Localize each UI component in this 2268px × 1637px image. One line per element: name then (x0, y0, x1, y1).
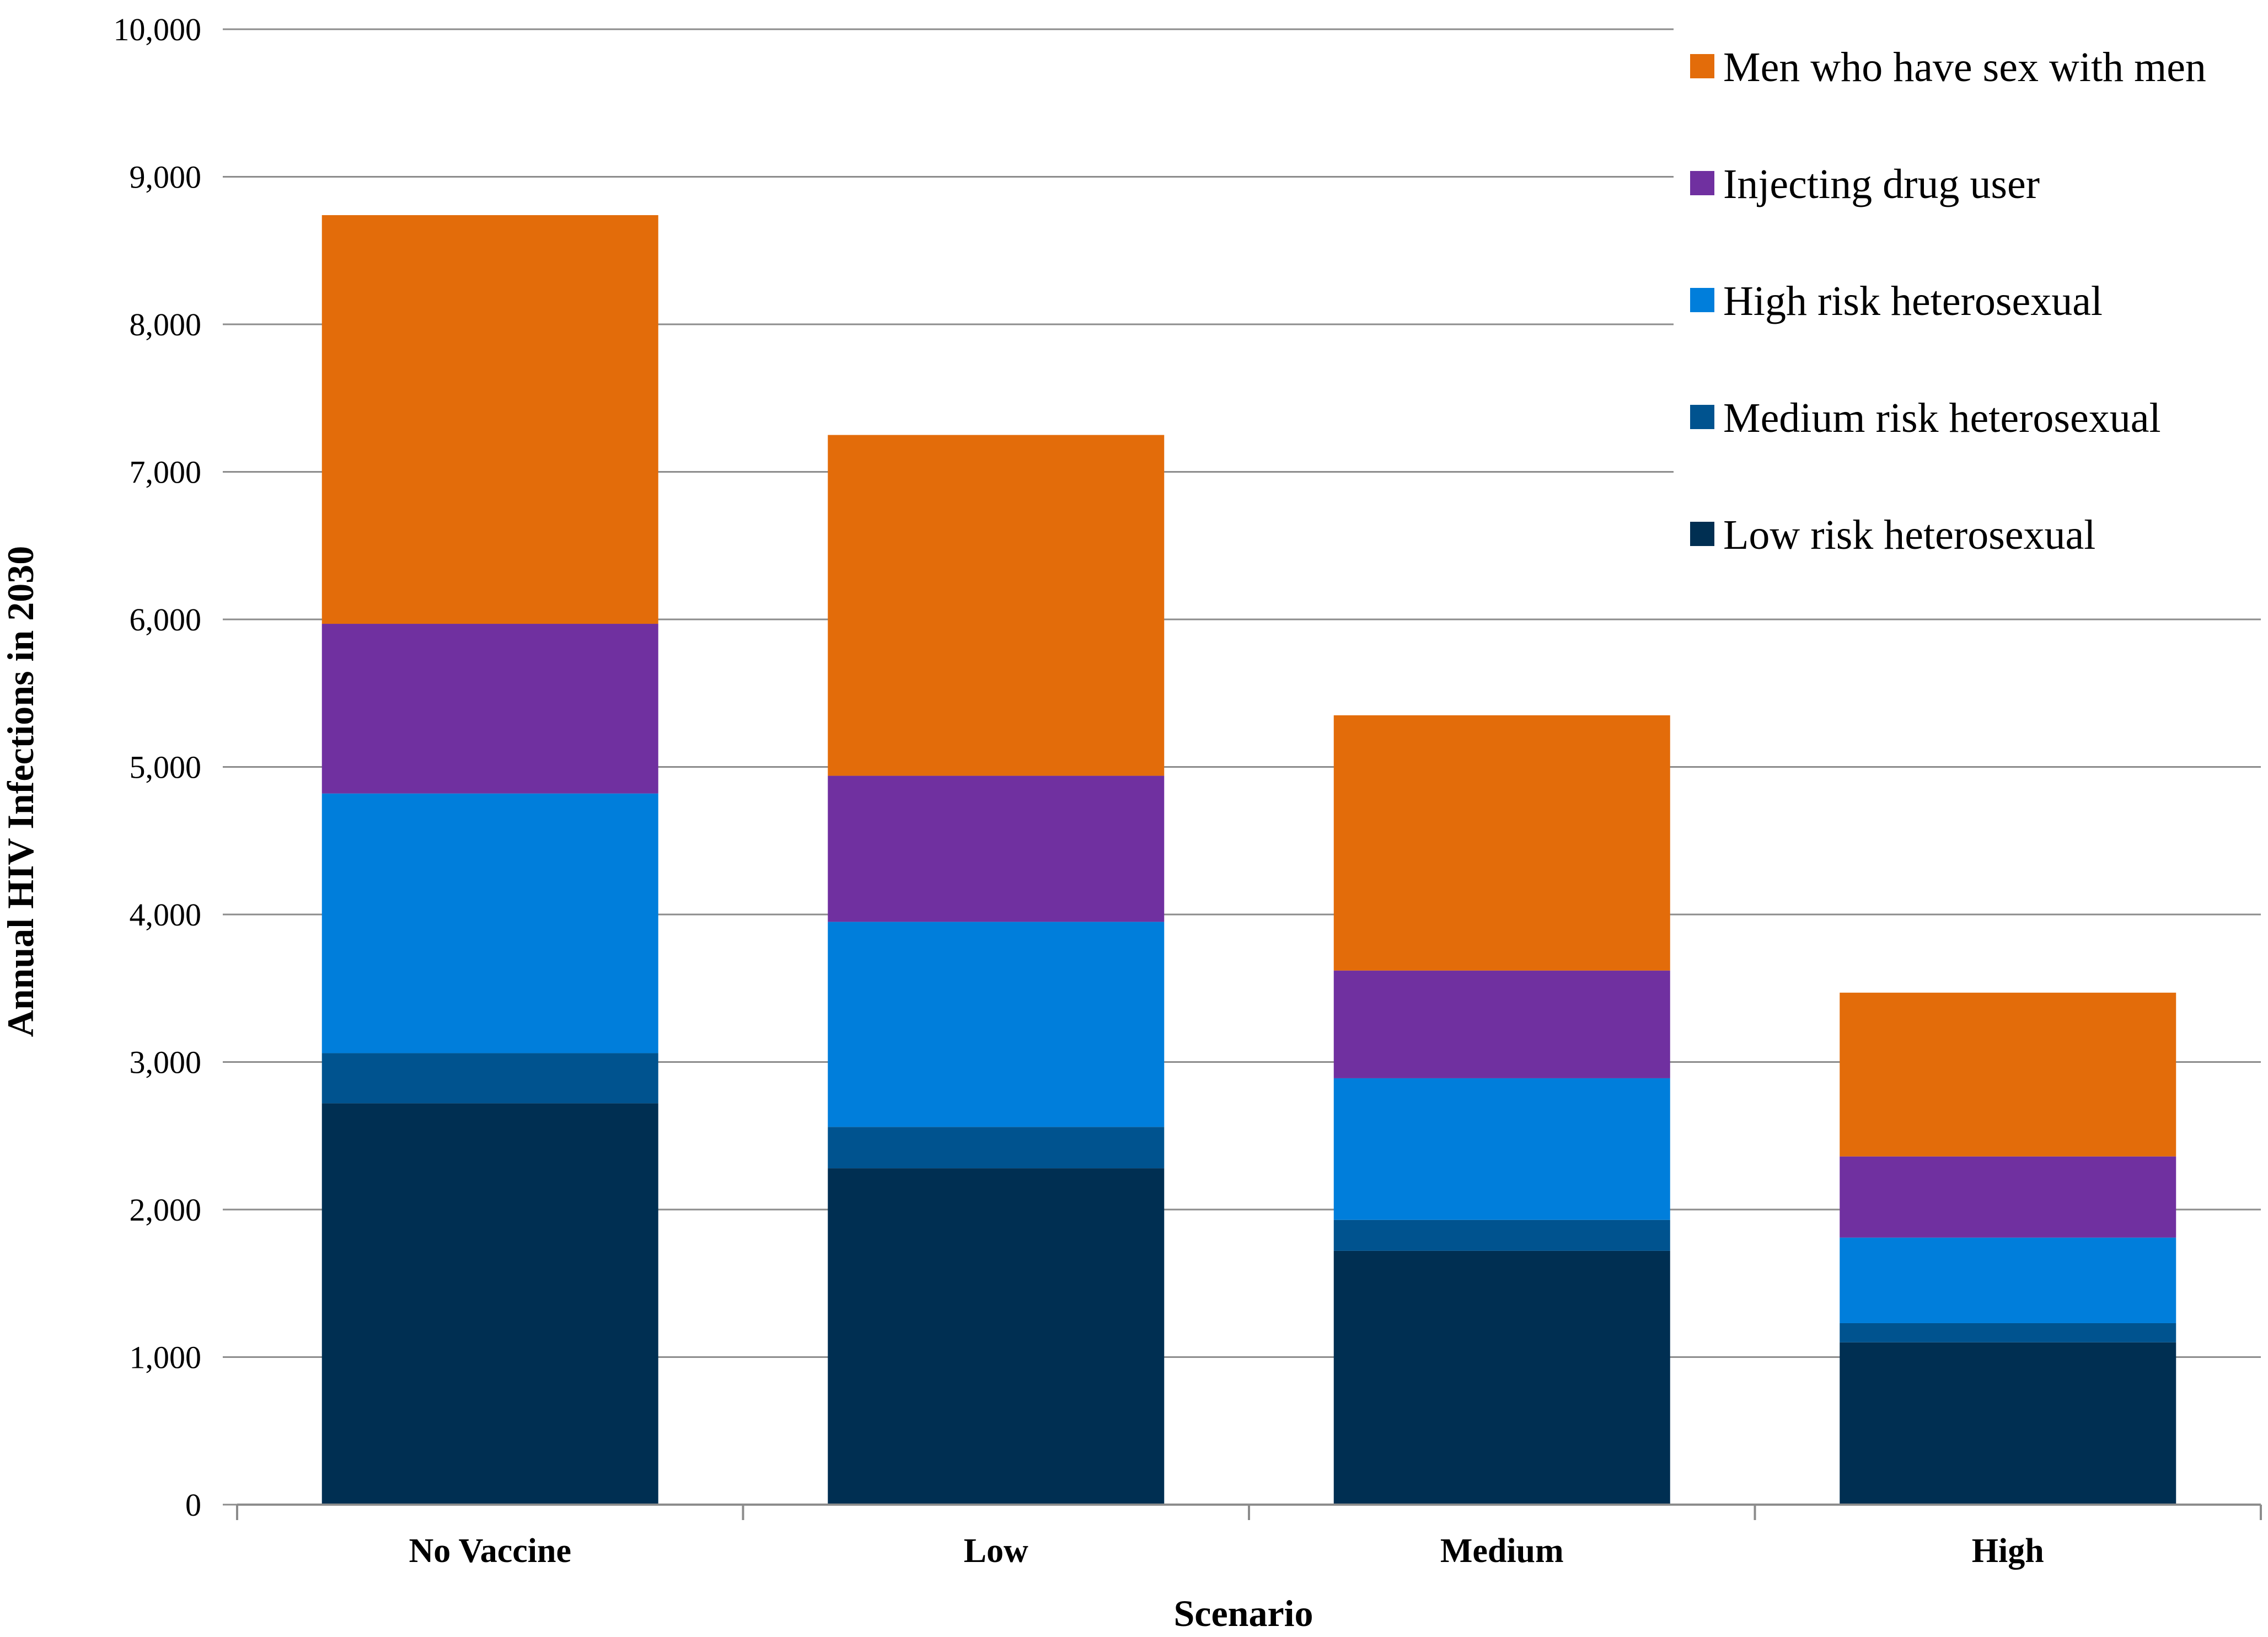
bar-segment-high-medium-risk-heterosexual (1840, 1323, 2176, 1342)
bar-segment-low-medium-risk-heterosexual (828, 1127, 1165, 1169)
bar-segment-no-vaccine-medium-risk-heterosexual (321, 1053, 658, 1104)
bar-segment-high-men-who-have-sex-with-men (1840, 992, 2176, 1157)
legend-swatch (1690, 522, 1714, 546)
legend-label: High risk heterosexual (1723, 278, 2103, 324)
x-category-label: Medium (1440, 1532, 1564, 1570)
bar-segment-medium-injecting-drug-user (1333, 970, 1670, 1078)
x-axis-title: Scenario (1173, 1592, 1313, 1634)
y-tick-label-10000: 10,000 (114, 12, 202, 47)
bar-segment-medium-low-risk-heterosexual (1333, 1250, 1670, 1505)
y-tick-label-1000: 1,000 (130, 1340, 202, 1376)
legend-swatch (1690, 288, 1714, 312)
bar-segment-no-vaccine-high-risk-heterosexual (321, 793, 658, 1053)
bar-segment-high-high-risk-heterosexual (1840, 1237, 2176, 1323)
y-axis-title: Annual HIV Infections in 2030 (0, 546, 41, 1037)
y-tick-labels: 0 1,000 2,000 3,000 4,000 5,000 6,000 7,000 8,00… (114, 12, 202, 1523)
bar-segment-high-injecting-drug-user (1840, 1156, 2176, 1238)
y-tick-label-5000: 5,000 (130, 750, 202, 785)
bar-segment-medium-high-risk-heterosexual (1333, 1078, 1670, 1220)
bar-segment-high-low-risk-heterosexual (1840, 1342, 2176, 1505)
y-tick-label-3000: 3,000 (130, 1045, 202, 1080)
legend-swatch (1690, 171, 1714, 195)
bars (321, 215, 2176, 1505)
bar-segment-low-low-risk-heterosexual (828, 1168, 1165, 1505)
y-tick-label-0: 0 (185, 1487, 201, 1523)
y-tick-label-6000: 6,000 (130, 602, 202, 638)
y-tick-label-8000: 8,000 (130, 307, 202, 343)
legend-label: Injecting drug user (1723, 161, 2040, 207)
y-tick-label-2000: 2,000 (130, 1192, 202, 1228)
legend-swatch (1690, 54, 1714, 78)
bar-segment-no-vaccine-low-risk-heterosexual (321, 1103, 658, 1505)
bar-segment-low-men-who-have-sex-with-men (828, 435, 1165, 776)
bar-segment-no-vaccine-men-who-have-sex-with-men (321, 215, 658, 624)
y-tick-label-4000: 4,000 (130, 897, 202, 933)
y-tick-label-7000: 7,000 (130, 454, 202, 490)
axes (223, 28, 2262, 1520)
bar-segment-medium-medium-risk-heterosexual (1333, 1219, 1670, 1251)
y-tick-label-9000: 9,000 (130, 159, 202, 195)
legend-label: Men who have sex with men (1723, 44, 2206, 90)
legend-label: Low risk heterosexual (1723, 512, 2095, 558)
x-category-label: No Vaccine (409, 1532, 572, 1570)
bar-segment-low-high-risk-heterosexual (828, 922, 1165, 1127)
bar-segment-no-vaccine-injecting-drug-user (321, 624, 658, 794)
x-category-label: Low (964, 1532, 1028, 1570)
legend-swatch (1690, 405, 1714, 429)
legend-label: Medium risk heterosexual (1723, 395, 2161, 441)
legend-background (1674, 22, 2268, 574)
legend: Men who have sex with men Injecting drug … (1674, 22, 2268, 574)
x-category-label: High (1972, 1532, 2044, 1570)
x-category-labels: No Vaccine Low Medium High (409, 1532, 2044, 1570)
bar-segment-medium-men-who-have-sex-with-men (1333, 715, 1670, 971)
bar-segment-low-injecting-drug-user (828, 775, 1165, 922)
